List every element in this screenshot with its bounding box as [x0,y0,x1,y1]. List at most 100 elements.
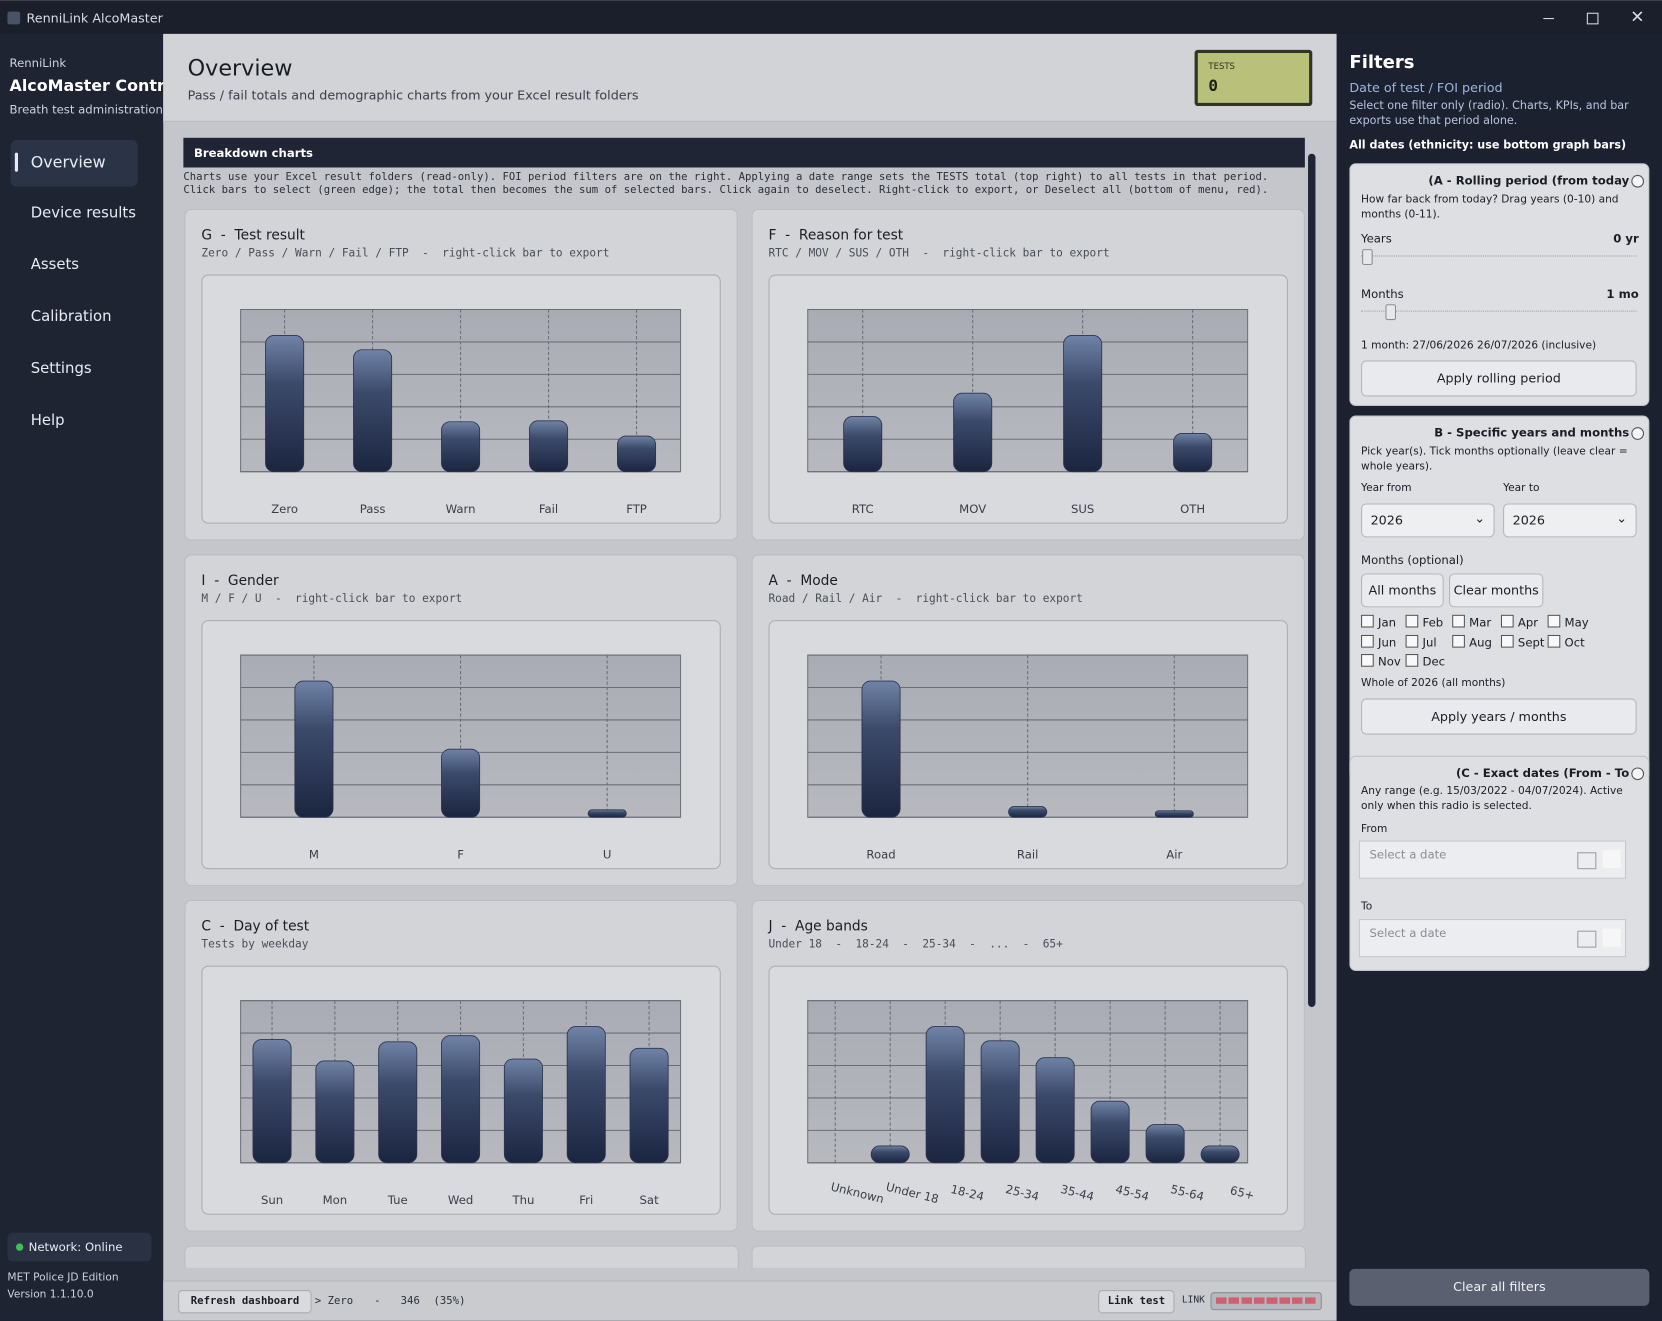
all-months-button[interactable]: All months [1361,573,1444,608]
month-checkbox[interactable]: Jan [1361,614,1396,630]
card-desc: How far back from today? Drag years (0-1… [1361,193,1619,221]
month-checkbox[interactable]: May [1547,614,1589,630]
page-title: Overview [187,55,293,81]
month-label: Mar [1469,615,1492,630]
slider-thumb[interactable] [1385,304,1397,321]
clear-filters-button[interactable]: Clear all filters [1349,1268,1650,1306]
window-title: RenniLink AlcoMaster [26,10,163,26]
chart-card: C - Day of test Tests by weekday Sun Mon Tue… [184,899,738,1232]
clear-date[interactable] [1602,928,1621,947]
month-checkbox[interactable]: Oct [1547,634,1585,650]
radio[interactable] [1631,427,1645,440]
checkbox[interactable] [1405,654,1419,667]
checkbox[interactable] [1500,634,1514,648]
year-to-select[interactable]: 2026 ⌄ [1503,503,1637,538]
network-status: Network: Online [7,1232,152,1262]
selection: > Zero [314,1295,354,1307]
nav-item[interactable]: Assets [30,256,80,274]
chart-title: F - Reason for test [768,228,903,244]
scrollbar[interactable] [1306,137,1316,1268]
bar [953,392,993,473]
checkbox[interactable] [1500,614,1514,628]
radio[interactable] [1631,767,1645,781]
month-checkbox[interactable]: Sept [1500,634,1544,649]
checkbox[interactable] [1452,614,1465,628]
bar [441,748,481,818]
calendar-icon[interactable] [1577,852,1597,870]
month-checkbox[interactable]: Feb [1405,614,1443,630]
month-label: Dec [1422,655,1446,669]
bar [503,1058,543,1164]
network-label: Network: Online [28,1240,123,1254]
card-title: (C - Exact dates (From - To [1455,766,1630,781]
chart-subtitle: Road / Rail / Air - right-click bar to e… [768,592,1082,605]
month-checkbox[interactable]: Jun [1361,634,1396,649]
month-checkbox[interactable]: Apr [1500,614,1538,630]
close-button[interactable]: ✕ [1630,6,1645,27]
kpi-value: 0 [1208,76,1218,96]
nav-item[interactable]: Device results [30,204,136,222]
clear-date[interactable] [1602,850,1621,869]
clear-months-button[interactable]: Clear months [1449,573,1544,608]
card-title: (A - Rolling period (from today [1428,173,1630,188]
range-summary: 1 month: 27/06/2026 26/07/2026 (inclusiv… [1361,340,1597,352]
maximize-button[interactable] [1586,12,1599,25]
month-label: Oct [1564,635,1585,650]
month-checkbox[interactable]: Mar [1452,614,1492,630]
bar [1008,806,1048,818]
header: Overview Pass / fail totals and demograp… [163,33,1337,122]
year-from-select[interactable]: 2026 ⌄ [1361,503,1495,538]
bar [1200,1145,1240,1164]
from-date-input[interactable]: Select a date [1358,840,1627,879]
nav-selected-bg [10,139,138,187]
chart-title: C - Day of test [201,919,309,935]
calendar-icon[interactable] [1577,930,1597,948]
network-dot [15,1243,24,1251]
chart-card: J - Age bands Under 18 - 18-24 - 25-34 - … [751,899,1305,1232]
apply-years-button[interactable]: Apply years / months [1361,698,1637,735]
x-tick-label: Fri [579,1193,593,1207]
slider-thumb[interactable] [1362,249,1373,265]
scrollbar-thumb[interactable] [1308,153,1316,1007]
nav-item[interactable]: Calibration [30,308,112,326]
month-checkbox[interactable]: Aug [1452,634,1492,649]
bar [861,680,901,818]
x-tick-label: Wed [448,1193,473,1207]
x-tick-label: U [603,848,612,862]
apply-rolling-button[interactable]: Apply rolling period [1361,360,1637,397]
checkbox[interactable] [1547,614,1561,628]
filter-card-c: (C - Exact dates (From - To Any range (e… [1349,755,1650,971]
nav-item[interactable]: Settings [30,360,92,378]
filter-card-a: (A - Rolling period (from today How far … [1349,163,1650,406]
checkbox[interactable] [1361,614,1374,628]
month-checkbox[interactable]: Dec [1405,654,1446,669]
x-tick-label: 65+ [1229,1183,1256,1203]
checkbox[interactable] [1361,634,1374,648]
month-label: Jul [1422,635,1437,650]
to-date-input[interactable]: Select a date [1358,919,1627,958]
checkbox[interactable] [1405,634,1419,648]
checkbox[interactable] [1405,614,1419,628]
x-tick-label: Tue [387,1193,408,1207]
bar [1090,1100,1130,1164]
month-checkbox[interactable]: Jul [1405,634,1437,650]
bar [1035,1057,1075,1164]
month-checkbox[interactable]: Nov [1361,654,1401,669]
checkbox[interactable] [1547,634,1561,648]
refresh-button[interactable]: Refresh dashboard [178,1290,313,1314]
x-tick-label: MOV [959,502,986,516]
link-test-button[interactable]: Link test [1098,1290,1175,1314]
checkbox[interactable] [1361,654,1374,667]
placeholder: Select a date [1369,847,1447,862]
bar [378,1041,418,1164]
radio[interactable] [1631,174,1645,188]
nav-item[interactable]: Help [30,412,65,430]
checkbox[interactable] [1452,634,1465,648]
x-tick-label: SUS [1071,502,1094,516]
chart-card [184,1245,739,1268]
minimize-button[interactable] [1543,18,1554,20]
nav-item[interactable]: Overview [30,152,106,172]
bar [925,1026,965,1164]
month-label: Jun [1377,635,1397,650]
